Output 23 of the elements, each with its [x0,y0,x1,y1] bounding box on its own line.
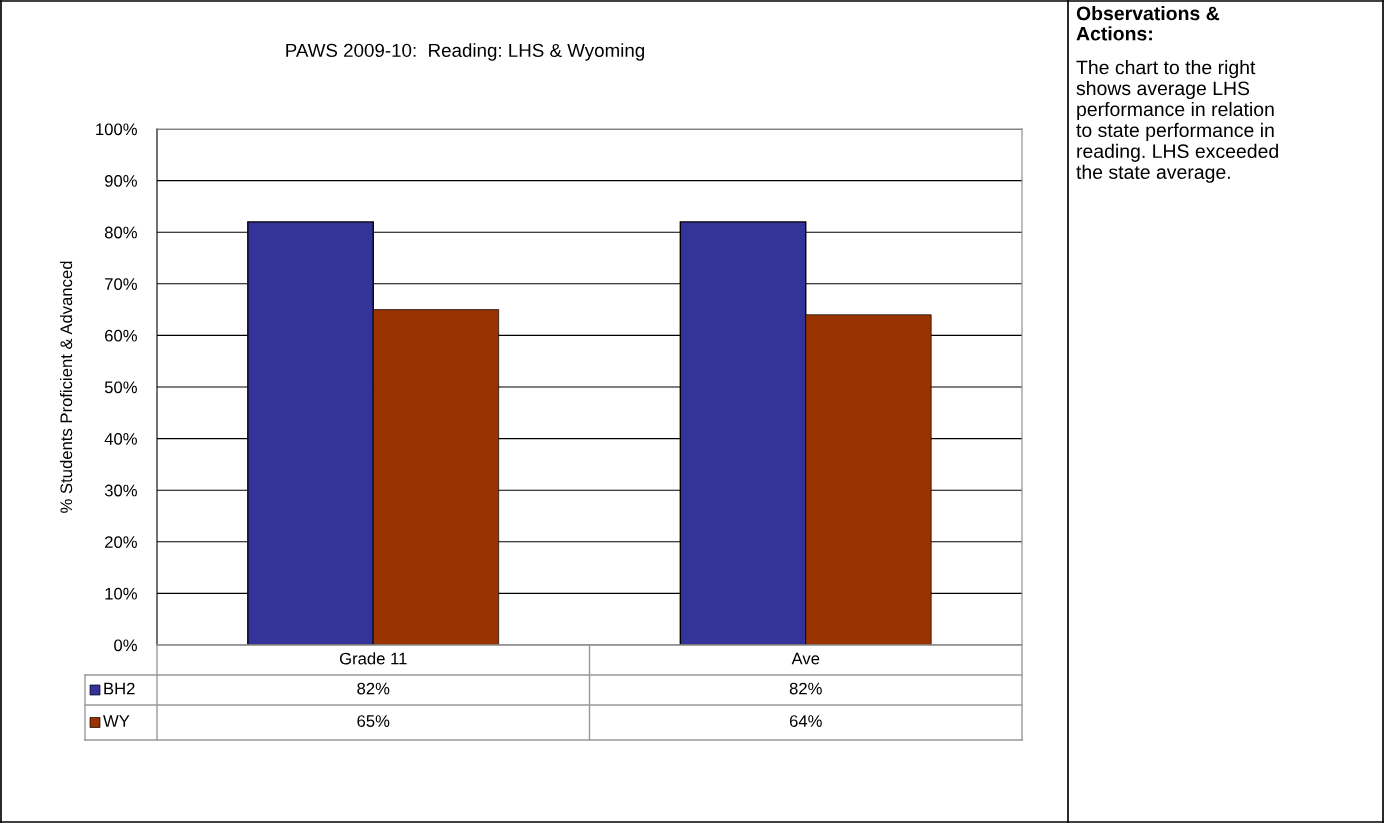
y-tick-label: 20% [105,536,137,548]
chart-title: PAWS 2009-10: Reading: LHS & Wyoming [286,43,645,61]
y-axis-title: % Students Proficient & Advanced [59,261,73,513]
y-tick-label: 30% [104,484,137,497]
data-label: 82% [357,682,390,695]
legend-label: WY [103,715,130,727]
y-tick-label: 10% [105,587,137,600]
data-label: 65% [357,715,390,727]
y-tick-label: 50% [104,381,137,394]
x-tick-label: Ave [791,652,820,665]
text: Observations & Actions: [1076,6,1220,41]
text: The chart to the right shows average LHS performance in relation to state performance in reading. LHS exceeded the state average. [1076,60,1278,183]
y-tick-label: 90% [104,175,137,187]
y-tick-label: 40% [104,433,137,445]
y-tick-label: 60% [105,329,137,342]
y-tick-label: 0% [114,639,137,652]
data-label: 64% [789,715,822,727]
y-tick-label: 100% [96,123,137,136]
y-tick-label: 80% [104,226,137,239]
y-tick-label: 70% [105,278,137,290]
x-tick-label: Grade 11 [339,652,407,665]
legend-label: BH2 [104,682,135,695]
data-label: 82% [789,682,822,695]
